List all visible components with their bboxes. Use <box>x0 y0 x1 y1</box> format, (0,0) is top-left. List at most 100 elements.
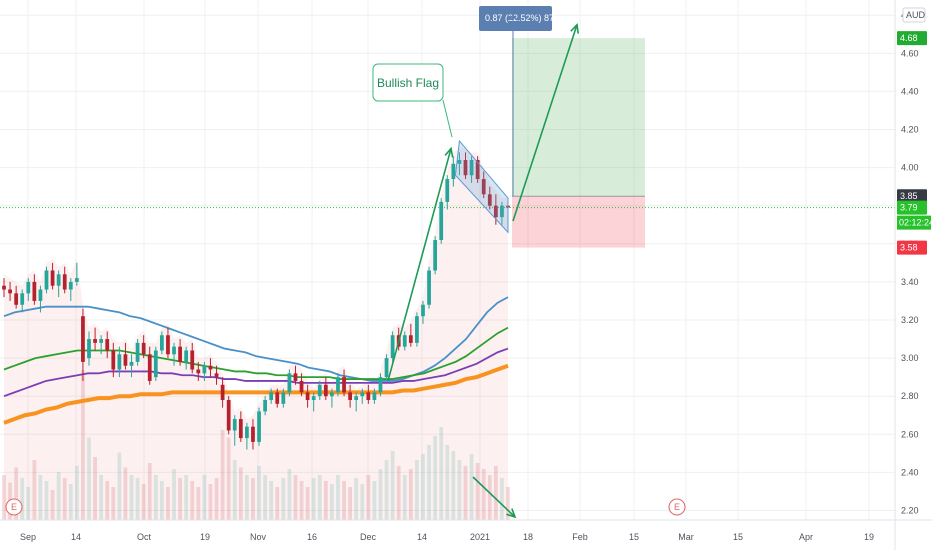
volume-bar <box>348 487 353 520</box>
candle <box>269 388 274 404</box>
candle <box>99 335 104 355</box>
candle-body <box>299 380 304 393</box>
candle <box>62 266 67 294</box>
earnings-event-marker[interactable] <box>5 498 23 516</box>
candle-body <box>457 160 462 164</box>
candle-body <box>415 316 419 343</box>
candle-body <box>117 354 122 370</box>
measure-label: 0.87 (22.52%) 87 <box>485 13 554 23</box>
price-axis[interactable]: 2.202.402.602.803.003.203.403.603.804.00… <box>894 0 919 550</box>
long-position-box[interactable] <box>0 38 895 248</box>
candle <box>415 312 419 347</box>
candle <box>202 361 207 381</box>
time-axis[interactable]: Sep 14 Oct 19 Nov 16 Dec 14 2021 18 Feb 15 Mar 15 Apr 1… <box>0 519 932 542</box>
flag-label-box[interactable] <box>372 63 444 102</box>
candle-body <box>238 419 243 439</box>
volume-bar <box>342 481 346 520</box>
candle-body <box>317 384 322 397</box>
candle-body <box>275 392 280 404</box>
candle <box>342 369 346 397</box>
volume-bar <box>147 463 152 520</box>
x-tick-label: 14 <box>417 532 427 542</box>
target-price-tag-bg <box>897 31 927 46</box>
volume-bar <box>196 487 201 520</box>
candle-body <box>469 160 474 176</box>
y-tick-label: 4.20 <box>901 125 919 135</box>
candle-body <box>263 400 267 412</box>
volume-bar <box>226 437 231 520</box>
x-tick-label: 14 <box>71 532 81 542</box>
y-tick-label: 4.00 <box>901 163 919 173</box>
candle-body <box>32 281 37 301</box>
candle <box>275 388 280 408</box>
candle <box>475 156 480 183</box>
x-tick-label: 18 <box>523 532 533 542</box>
candle-body <box>445 179 450 202</box>
target-zone[interactable] <box>512 38 645 197</box>
candle-body <box>305 392 310 400</box>
drawing-annotations[interactable]: Bullish Flag 0.87 (22.52%) 87 <box>372 6 580 519</box>
volume-bar <box>275 487 280 520</box>
candle <box>317 380 322 400</box>
candle-body <box>487 194 492 206</box>
candle-body <box>493 205 498 218</box>
earnings-event-label: E <box>11 502 17 512</box>
earnings-event-marker[interactable] <box>668 498 686 516</box>
candle-body <box>226 400 231 431</box>
candle-body <box>147 354 152 381</box>
y-tick-label: 4.40 <box>901 86 919 96</box>
stop-zone[interactable] <box>512 196 645 248</box>
candle-body <box>56 274 61 286</box>
candle <box>44 266 49 294</box>
candle <box>323 377 328 400</box>
candle-body <box>433 240 438 271</box>
volume-bar <box>311 478 316 520</box>
candle-body <box>257 411 261 442</box>
candle <box>208 358 213 378</box>
volume-bar <box>2 475 6 520</box>
candle-body <box>245 426 249 439</box>
volume-bar <box>232 460 237 520</box>
candle-body <box>439 201 444 240</box>
candle <box>147 346 152 385</box>
flag-channel <box>454 139 509 234</box>
candle-body <box>287 373 292 393</box>
candlesticks <box>2 152 510 450</box>
entry-price-tag-bg <box>897 189 927 204</box>
volume-bar <box>202 475 207 520</box>
y-tick-label: 4.60 <box>901 48 919 58</box>
candle <box>427 266 431 309</box>
volume-bar <box>141 484 146 520</box>
candle-body <box>220 384 225 400</box>
volume-bar <box>129 475 134 520</box>
volume-bar <box>263 475 267 520</box>
volume-arrow-head <box>506 508 517 519</box>
candle <box>408 323 413 347</box>
flag-label-pointer <box>442 99 453 138</box>
volume-bar <box>493 466 498 520</box>
candle-body <box>451 163 456 180</box>
y-tick-label: 3.20 <box>901 315 919 325</box>
volume-bar <box>123 467 128 520</box>
candle <box>330 388 334 408</box>
volume-bar <box>93 457 97 520</box>
currency-label: AUD <box>906 10 926 20</box>
candle <box>178 339 182 366</box>
volume-bar <box>299 481 304 520</box>
candle-body <box>336 377 340 393</box>
volume-bar <box>105 481 110 520</box>
candle-body <box>93 339 97 343</box>
band-area <box>4 148 508 521</box>
candle <box>153 346 158 381</box>
candle-body <box>378 377 383 393</box>
stop-price-tag: 3.58 <box>900 243 918 253</box>
currency-badge[interactable]: AUD <box>902 7 926 23</box>
candle <box>117 346 122 378</box>
candle <box>220 377 225 408</box>
candle <box>457 152 462 176</box>
volume-bar <box>62 478 67 520</box>
candle <box>123 342 128 370</box>
candle <box>402 331 407 351</box>
